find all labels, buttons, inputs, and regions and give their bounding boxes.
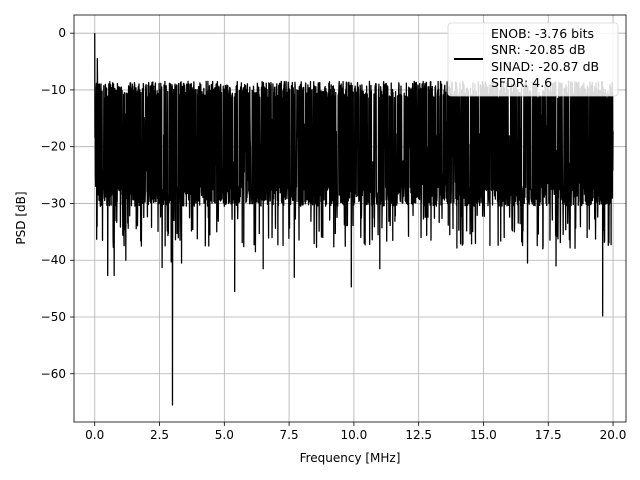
x-tick-label: 5.0 — [215, 428, 234, 442]
legend-snr: SNR: -20.85 dB — [491, 42, 586, 57]
x-tick-label: 15.0 — [470, 428, 497, 442]
x-tick-label: 12.5 — [405, 428, 432, 442]
x-axis-label: Frequency [MHz] — [300, 451, 401, 465]
x-tick-label: 7.5 — [280, 428, 299, 442]
x-tick-label: 17.5 — [535, 428, 562, 442]
legend-sfdr: SFDR: 4.6 — [491, 75, 552, 90]
x-tick-label: 2.5 — [150, 428, 169, 442]
x-axis: 0.0 2.5 5.0 7.5 10.0 12.5 15.0 17.5 20.0 — [85, 422, 626, 442]
y-axis-label: PSD [dB] — [14, 191, 28, 244]
y-axis: 0 −10 −20 −30 −40 −50 −60 — [41, 26, 74, 381]
x-tick-label: 0.0 — [85, 428, 104, 442]
legend-box — [447, 22, 619, 97]
y-tick-label: −50 — [41, 310, 66, 324]
x-tick-label: 20.0 — [600, 428, 627, 442]
legend-enob: ENOB: -3.76 bits — [491, 26, 594, 41]
y-tick-label: −20 — [41, 140, 66, 154]
plot-area-frame — [73, 14, 627, 423]
y-tick-label: −40 — [41, 253, 66, 267]
y-tick-label: −30 — [41, 196, 66, 210]
legend: ENOB: -3.76 bits SNR: -20.85 dB SINAD: -… — [447, 22, 619, 97]
x-tick-label: 10.0 — [341, 428, 368, 442]
y-tick-label: 0 — [58, 26, 66, 40]
y-tick-label: −60 — [41, 367, 66, 381]
y-tick-label: −10 — [41, 83, 66, 97]
legend-sinad: SINAD: -20.87 dB — [491, 59, 599, 74]
